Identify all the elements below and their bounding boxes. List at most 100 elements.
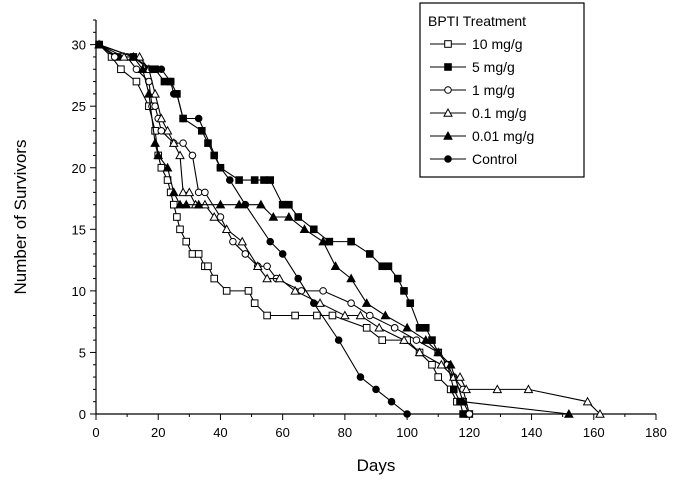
- legend-item: 10 mg/g: [430, 36, 523, 52]
- data-point: [291, 311, 299, 320]
- data-point: [294, 274, 303, 283]
- data-point: [260, 176, 268, 184]
- data-point: [459, 410, 467, 418]
- x-tick-label: 0: [92, 425, 99, 440]
- data-point: [204, 262, 212, 271]
- data-point: [328, 311, 337, 320]
- series-line: [98, 44, 601, 415]
- data-point: [403, 410, 411, 418]
- data-point: [465, 410, 474, 418]
- data-point: [110, 53, 119, 61]
- data-point: [166, 77, 175, 86]
- data-point: [294, 213, 303, 221]
- data-point: [235, 176, 243, 184]
- data-point: [428, 360, 436, 369]
- data-point: [150, 88, 160, 98]
- data-point: [148, 65, 156, 74]
- data-point: [378, 336, 387, 344]
- data-point: [132, 65, 141, 74]
- data-point: [268, 211, 279, 221]
- data-point: [250, 176, 259, 184]
- x-tick-label: 80: [338, 425, 352, 440]
- data-point: [436, 359, 447, 369]
- data-point: [340, 310, 350, 320]
- data-point: [309, 299, 318, 307]
- data-point: [378, 262, 387, 271]
- legend: BPTI Treatment 10 mg/g 5 mg/g 1 mg/g 0.1 mg/…: [419, 2, 585, 178]
- data-point: [117, 65, 125, 74]
- data-point: [241, 250, 250, 258]
- data-point: [182, 237, 191, 246]
- data-point: [229, 237, 237, 246]
- y-tick-label: 20: [72, 161, 86, 176]
- data-point: [284, 211, 294, 221]
- data-point: [132, 77, 141, 86]
- legend-marker: [444, 40, 452, 48]
- x-tick-label: 140: [521, 425, 543, 440]
- data-point: [129, 53, 138, 61]
- y-tick-label: 5: [79, 345, 86, 360]
- legend-label: 0.1 mg/g: [472, 105, 526, 121]
- series-line: [98, 44, 470, 415]
- data-point: [356, 373, 365, 381]
- data-point: [390, 324, 399, 332]
- data-point: [346, 273, 356, 283]
- x-tick-label: 100: [396, 425, 418, 440]
- data-point: [347, 237, 355, 246]
- x-tick-label: 60: [275, 425, 289, 440]
- legend-item: 1 mg/g: [430, 82, 515, 98]
- data-point: [162, 125, 173, 135]
- data-point: [252, 261, 263, 270]
- data-point: [144, 88, 154, 98]
- legend-marker: [444, 86, 452, 94]
- data-point: [241, 200, 250, 209]
- data-point: [434, 373, 443, 381]
- legend-marker: [443, 107, 453, 117]
- data-point: [274, 273, 285, 283]
- legend-label: 10 mg/g: [472, 36, 523, 52]
- data-point: [309, 225, 318, 234]
- data-point: [445, 359, 456, 369]
- data-point: [173, 90, 181, 98]
- data-point: [355, 310, 366, 320]
- data-point: [266, 237, 275, 246]
- series-line: [98, 44, 470, 415]
- data-point: [318, 236, 328, 246]
- data-point: [157, 163, 166, 172]
- data-point: [374, 322, 384, 332]
- data-point: [315, 298, 325, 307]
- data-point: [168, 138, 179, 147]
- data-point: [153, 150, 164, 160]
- data-point: [406, 299, 415, 307]
- data-point: [244, 287, 253, 295]
- data-point: [262, 273, 272, 283]
- data-point: [582, 396, 593, 406]
- y-tick-label: 25: [72, 99, 86, 114]
- data-point: [222, 287, 231, 295]
- data-point: [179, 114, 187, 123]
- data-point: [263, 262, 271, 271]
- data-point: [168, 187, 179, 197]
- data-point: [325, 237, 334, 246]
- data-point: [137, 64, 148, 73]
- data-point: [215, 199, 226, 209]
- data-point: [393, 274, 402, 283]
- data-point: [179, 139, 187, 147]
- data-point: [420, 335, 431, 344]
- legend-item: Control: [430, 151, 517, 167]
- y-axis-label: Number of Survivors: [11, 140, 30, 295]
- data-point: [210, 151, 219, 160]
- data-point: [290, 285, 300, 295]
- data-point: [157, 65, 166, 74]
- data-point: [194, 250, 203, 258]
- data-point: [492, 384, 503, 394]
- legend-label: 1 mg/g: [472, 82, 515, 98]
- data-point: [194, 188, 203, 197]
- series-5: [95, 40, 411, 418]
- data-point: [414, 347, 425, 357]
- data-point: [134, 51, 145, 61]
- data-point: [564, 408, 574, 418]
- data-point: [162, 162, 173, 172]
- data-point: [361, 298, 372, 307]
- x-tick-label: 180: [645, 425, 667, 440]
